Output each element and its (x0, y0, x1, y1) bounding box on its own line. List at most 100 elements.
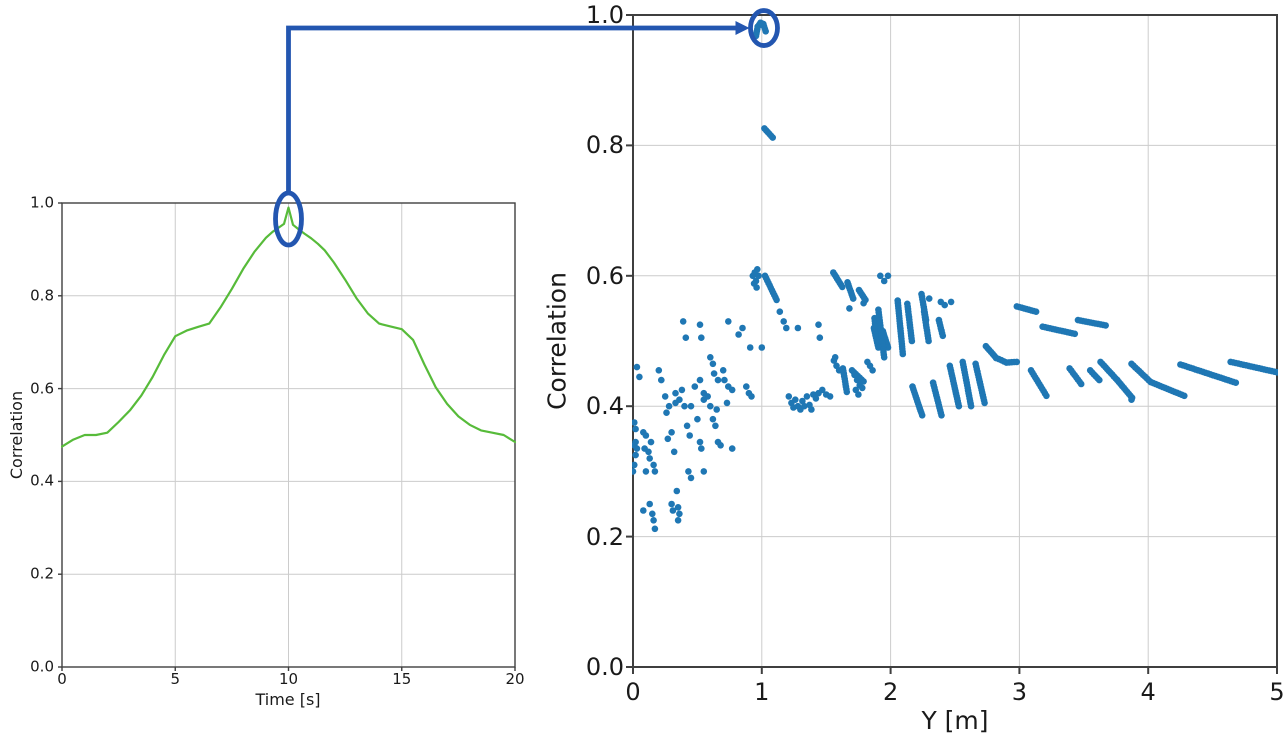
scatter-point (669, 507, 677, 514)
scatter-point (645, 448, 652, 456)
scatter-point (658, 376, 665, 384)
scatter-point (862, 296, 869, 304)
left-chart (58, 202, 516, 671)
scatter-point (673, 487, 681, 495)
y-tick-label: 1.0 (585, 1, 624, 29)
scatter-point (925, 337, 932, 345)
scatter-point (746, 344, 754, 351)
scatter-point (743, 383, 750, 390)
scatter-point (646, 500, 653, 508)
scatter-point (649, 510, 656, 518)
scatter-point (700, 468, 708, 475)
scatter-point (869, 367, 876, 374)
scatter-point (859, 384, 866, 392)
scatter-point (694, 415, 701, 423)
scatter-point (712, 422, 719, 430)
scatter-point (664, 435, 672, 443)
scatter-point (717, 442, 724, 449)
scatter-point (696, 376, 704, 384)
y-tick-label: 0.8 (585, 131, 624, 160)
scatter-point (672, 389, 679, 397)
scatter-point (728, 445, 736, 452)
y-tick-label: 0.2 (585, 522, 624, 551)
scatter-point (808, 406, 815, 413)
x-tick-label: 0 (625, 678, 641, 706)
y-tick-label: 0.2 (30, 564, 54, 583)
scatter-point (713, 406, 720, 413)
scatter-point (663, 409, 670, 417)
scatter-point (719, 367, 727, 374)
scatter-point (1102, 322, 1109, 329)
scatter-point (650, 461, 657, 469)
scatter-point (812, 395, 820, 402)
x-tick-label: 5 (1269, 678, 1284, 706)
scatter-point (880, 277, 888, 285)
scatter-point (1128, 394, 1136, 402)
connector-line (286, 25, 738, 194)
peak-highlight-ellipse-right (748, 8, 780, 48)
peak-highlight-ellipse-left (273, 190, 304, 248)
scatter-point (681, 402, 688, 410)
scatter-point (758, 344, 766, 351)
scatter-streak (875, 306, 888, 361)
x-tick-label: 2 (882, 678, 899, 706)
scatter-point (794, 324, 802, 332)
left-x-axis-label: Time [s] (255, 690, 321, 709)
scatter-point (679, 318, 687, 325)
scatter-point (780, 318, 787, 325)
scatter-point (632, 468, 637, 475)
scatter-streak (855, 286, 869, 304)
scatter-point (685, 468, 692, 475)
scatter-point (651, 525, 659, 533)
scatter-point (678, 386, 686, 394)
scatter-point (831, 354, 839, 361)
scatter-point (698, 334, 705, 342)
y-tick-label: 1.0 (30, 193, 54, 212)
scatter-point (750, 280, 758, 287)
x-tick-label: 10 (278, 670, 299, 688)
scatter-point (668, 500, 675, 508)
scatter-point (843, 388, 851, 396)
scatter-point (683, 422, 691, 430)
scatter-point (1181, 392, 1188, 400)
scatter-point (938, 412, 945, 419)
scatter-point (674, 517, 682, 524)
y-tick-label: 0.6 (30, 379, 54, 398)
scatter-point (633, 363, 641, 371)
scatter-streak (982, 342, 1021, 366)
scatter-point (725, 318, 732, 325)
scatter-point (696, 438, 704, 446)
scatter-point (640, 507, 647, 514)
scatter-streak (904, 300, 916, 345)
scatter-point (655, 367, 663, 374)
scatter-point (650, 517, 657, 524)
scatter-point (642, 468, 650, 475)
scatter-streak (1013, 303, 1040, 316)
scatter-point (748, 393, 755, 400)
scatter-streak (839, 365, 851, 396)
scatter-point (846, 305, 853, 312)
scatter-streak (1039, 323, 1079, 338)
scatter-point (849, 295, 857, 302)
scatter-point (819, 386, 826, 394)
y-tick-label: 0.0 (30, 657, 54, 676)
scatter-streak (959, 358, 975, 410)
scatter-point (665, 402, 673, 410)
right-chart (626, 14, 1278, 674)
scatter-point (884, 272, 892, 280)
scatter-point (672, 399, 679, 407)
scatter-point (755, 272, 762, 280)
scatter-point (855, 391, 862, 398)
scatter-point (815, 321, 822, 329)
scatter-point (799, 397, 806, 405)
scatter-point (723, 399, 731, 407)
scatter-point (642, 432, 650, 439)
scatter-streak (909, 383, 926, 419)
x-tick-label: 5 (170, 670, 181, 688)
scatter-point (651, 468, 659, 475)
scatter-point (1043, 392, 1050, 400)
scatter-streak (929, 379, 945, 419)
plot-border (632, 14, 1278, 668)
